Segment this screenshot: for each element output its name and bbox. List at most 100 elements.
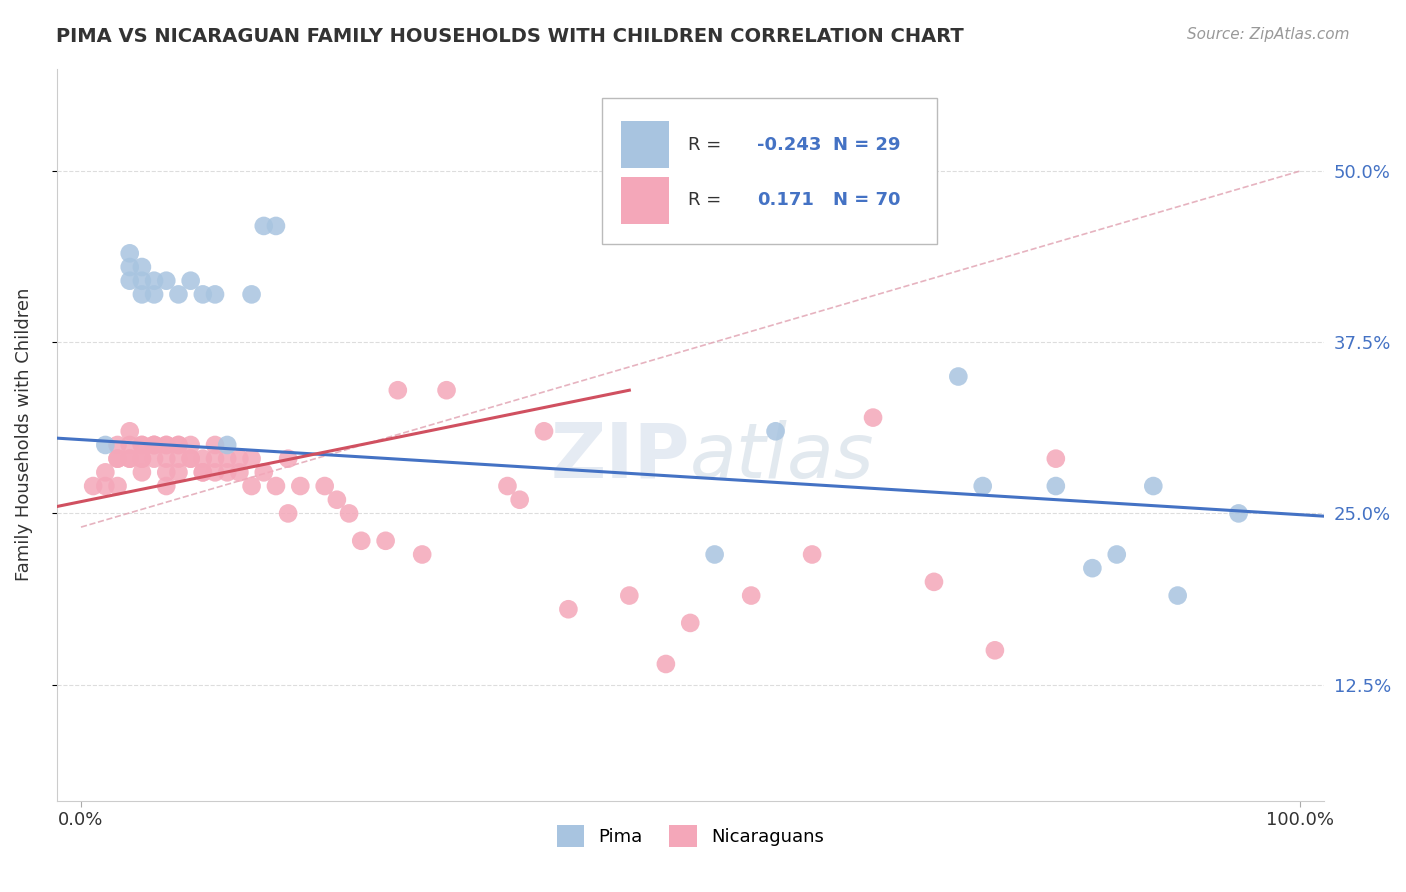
Point: [240, 479, 263, 493]
Text: N = 29: N = 29: [834, 136, 901, 153]
Point: [679, 615, 702, 630]
Text: R =: R =: [688, 192, 727, 210]
Point: [253, 219, 276, 233]
Point: [82, 479, 104, 493]
Point: [496, 479, 519, 493]
Point: [740, 589, 762, 603]
Point: [155, 438, 177, 452]
Point: [131, 466, 153, 480]
Point: [326, 492, 349, 507]
Point: [264, 479, 287, 493]
Point: [118, 438, 141, 452]
Point: [191, 287, 214, 301]
Point: [167, 466, 190, 480]
Point: [94, 466, 117, 480]
Bar: [620, 177, 669, 224]
Point: [557, 602, 579, 616]
Point: [155, 438, 177, 452]
Point: [131, 438, 153, 452]
Point: [131, 451, 153, 466]
Point: [228, 466, 250, 480]
Legend: Pima, Nicaraguans: Pima, Nicaraguans: [550, 818, 831, 855]
Point: [180, 451, 202, 466]
Point: [167, 287, 190, 301]
Point: [107, 438, 129, 452]
Point: [118, 451, 141, 466]
Point: [143, 438, 166, 452]
Point: [107, 451, 129, 466]
Point: [217, 438, 239, 452]
Point: [253, 466, 276, 480]
Point: [143, 287, 166, 301]
Point: [1105, 548, 1128, 562]
Point: [1227, 507, 1250, 521]
Point: [619, 589, 641, 603]
Point: [167, 438, 190, 452]
Point: [204, 438, 226, 452]
Point: [167, 438, 190, 452]
Point: [765, 424, 787, 438]
Point: [350, 533, 373, 548]
Point: [533, 424, 555, 438]
Point: [180, 451, 202, 466]
Point: [862, 410, 884, 425]
Point: [143, 438, 166, 452]
FancyBboxPatch shape: [602, 98, 938, 244]
Point: [655, 657, 678, 671]
Point: [118, 260, 141, 274]
Point: [204, 287, 226, 301]
Point: [984, 643, 1007, 657]
Point: [972, 479, 994, 493]
Point: [131, 451, 153, 466]
Point: [436, 383, 458, 397]
Point: [204, 451, 226, 466]
Point: [337, 507, 360, 521]
Point: [94, 479, 117, 493]
Point: [131, 274, 153, 288]
Text: N = 70: N = 70: [834, 192, 901, 210]
Point: [143, 274, 166, 288]
Point: [180, 274, 202, 288]
Point: [131, 260, 153, 274]
Text: ZIP: ZIP: [551, 419, 690, 493]
Point: [167, 451, 190, 466]
Point: [228, 451, 250, 466]
Point: [131, 438, 153, 452]
Bar: [620, 121, 669, 169]
Point: [191, 466, 214, 480]
Point: [107, 479, 129, 493]
Point: [217, 451, 239, 466]
Point: [143, 451, 166, 466]
Point: [1142, 479, 1164, 493]
Text: -0.243: -0.243: [758, 136, 821, 153]
Point: [387, 383, 409, 397]
Point: [277, 451, 299, 466]
Point: [862, 136, 884, 151]
Point: [155, 274, 177, 288]
Point: [801, 548, 824, 562]
Point: [948, 369, 970, 384]
Point: [107, 451, 129, 466]
Point: [155, 451, 177, 466]
Point: [118, 274, 141, 288]
Text: R =: R =: [688, 136, 727, 153]
Point: [411, 548, 433, 562]
Text: 0.171: 0.171: [758, 192, 814, 210]
Point: [264, 219, 287, 233]
Point: [1167, 589, 1189, 603]
Text: PIMA VS NICARAGUAN FAMILY HOUSEHOLDS WITH CHILDREN CORRELATION CHART: PIMA VS NICARAGUAN FAMILY HOUSEHOLDS WIT…: [56, 27, 965, 45]
Point: [374, 533, 396, 548]
Point: [143, 438, 166, 452]
Point: [204, 466, 226, 480]
Text: atlas: atlas: [690, 419, 875, 493]
Point: [118, 246, 141, 260]
Point: [118, 424, 141, 438]
Point: [180, 438, 202, 452]
Point: [1081, 561, 1104, 575]
Point: [1045, 479, 1067, 493]
Point: [155, 479, 177, 493]
Point: [191, 451, 214, 466]
Point: [922, 574, 945, 589]
Text: Source: ZipAtlas.com: Source: ZipAtlas.com: [1187, 27, 1350, 42]
Point: [290, 479, 312, 493]
